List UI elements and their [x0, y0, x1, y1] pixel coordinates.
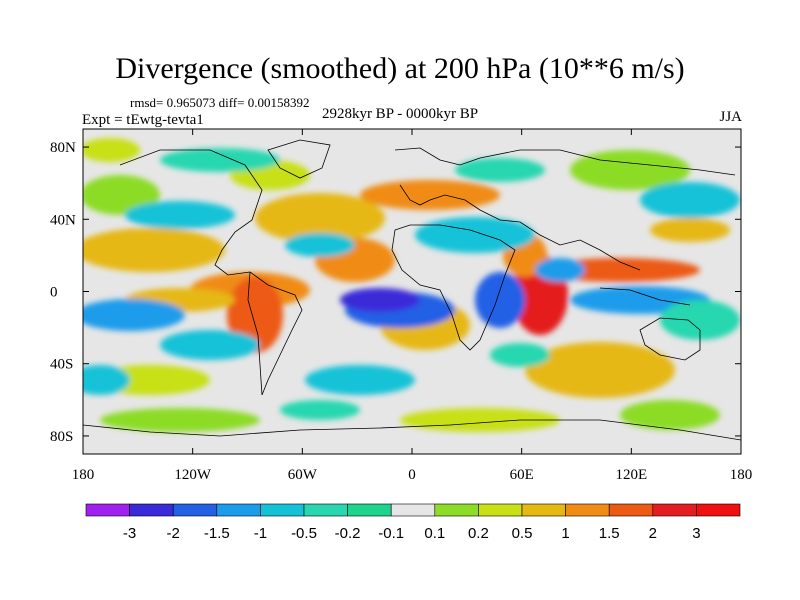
colorbar-swatch: [172, 503, 218, 517]
colorbar-label: -0.2: [335, 525, 361, 542]
lon-tick-label: 120E: [615, 467, 647, 483]
colorbar-label: 0.2: [468, 525, 489, 542]
experiment-label: Expt = tEwtg-tevta1: [82, 112, 204, 128]
coastlines: [83, 139, 741, 441]
colorbar-swatch: [565, 503, 610, 517]
colorbar-swatch: [521, 503, 566, 517]
season-label: JJA: [719, 109, 742, 125]
stats-text: rmsd= 0.965073 diff= 0.00158392: [130, 95, 310, 110]
colorbar-label: 3: [692, 525, 700, 542]
colorbar-swatch: [652, 503, 697, 517]
colorbar-swatch: [390, 503, 436, 517]
colorbar-label: 2: [649, 525, 657, 542]
colorbar-label: -1.5: [204, 525, 230, 542]
lat-tick-label: 80S: [50, 429, 73, 445]
lon-tick-label: 180: [730, 467, 753, 483]
colorbar-label: -2: [167, 525, 180, 542]
divergence-field: [83, 129, 741, 454]
colorbar-label: -3: [123, 525, 136, 542]
lon-tick-label: 60E: [510, 467, 534, 483]
lon-tick-label: 180: [72, 467, 95, 483]
colorbar-swatch: [347, 503, 392, 517]
colorbar-label: -0.1: [378, 525, 404, 542]
colorbar-swatch: [478, 503, 523, 517]
lon-tick-label: 0: [408, 467, 416, 483]
lat-tick-label: 40S: [50, 357, 73, 373]
colorbar-swatch: [608, 503, 654, 517]
lon-tick-label: 120W: [174, 467, 212, 483]
colorbar-swatch: [696, 503, 741, 517]
colorbar-label: -0.5: [291, 525, 317, 542]
colorbar-label: 1: [561, 525, 569, 542]
colorbar: -3 -2 -1.5 -1 -0.5 -0.2 -0.1 0.1 0.2 0.5 1 1.5 2 3: [85, 503, 741, 542]
map-title: Divergence (smoothed) at 200 hPa (10**6 …: [115, 52, 685, 85]
lon-tick-label: 60W: [288, 467, 318, 483]
colorbar-swatch: [260, 503, 305, 517]
colorbar-swatch: [434, 503, 479, 517]
lat-tick-label: 40N: [50, 212, 76, 228]
lat-tick-label: 0: [50, 285, 58, 301]
lat-tick-label: 80N: [50, 140, 76, 156]
colorbar-swatch: [216, 503, 261, 517]
longitude-axis: 180 120W 60W 0 60E 120E 180: [72, 129, 753, 483]
colorbar-label: 0.1: [424, 525, 445, 542]
colorbar-swatch: [303, 503, 348, 517]
colorbar-label: 1.5: [599, 525, 620, 542]
period-label: 2928kyr BP - 0000kyr BP: [321, 106, 479, 122]
colorbar-swatch: [129, 503, 174, 517]
colorbar-swatch: [85, 503, 130, 517]
latitude-axis: 80N 40N 0 40S 80S: [50, 140, 741, 445]
colorbar-label: -1: [254, 525, 267, 542]
colorbar-label: 0.5: [512, 525, 533, 542]
